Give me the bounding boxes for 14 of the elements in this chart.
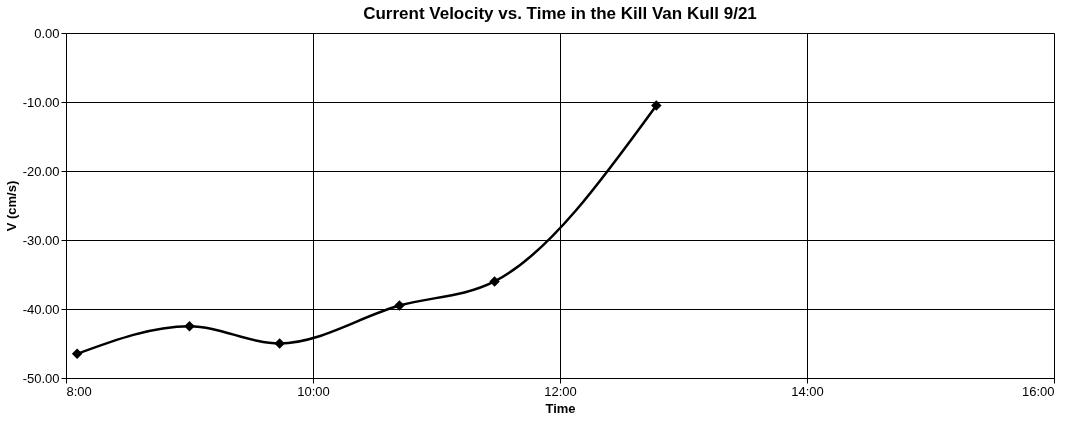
x-tick-label: 10:00	[297, 383, 330, 399]
y-tick-label: -30.00	[22, 232, 60, 248]
y-tick-label: -50.00	[22, 370, 60, 386]
x-tick-label: 8:00	[66, 383, 92, 399]
x-axis-title: Time	[545, 400, 576, 416]
x-tick-label: 16:00	[1021, 383, 1055, 399]
y-tick-label: -40.00	[22, 301, 60, 317]
x-tick-label: 14:00	[791, 383, 824, 399]
chart-title: Current Velocity vs. Time in the Kill Van Kull 9/21	[363, 4, 757, 23]
y-axis-title: V (cm/s)	[3, 180, 19, 232]
y-tick-label: -20.00	[22, 163, 60, 179]
y-tick-label: -10.00	[22, 94, 60, 110]
y-tick-label: 0.00	[34, 25, 60, 41]
x-tick-label: 12:00	[544, 383, 577, 399]
